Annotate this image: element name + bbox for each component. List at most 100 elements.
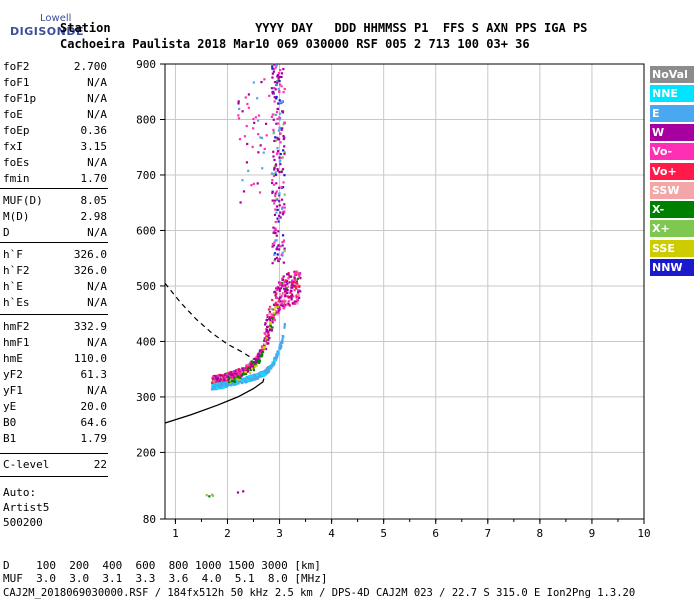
echo-point xyxy=(282,135,285,138)
echo-point xyxy=(242,366,245,370)
param-row-14: h`Es N/A xyxy=(3,296,107,312)
legend-item-e: E xyxy=(650,104,694,122)
echo-point xyxy=(276,122,280,125)
echo-point xyxy=(263,371,266,374)
param-name: foF1p xyxy=(3,92,37,105)
y-tick-label: 800 xyxy=(136,113,156,126)
echo-point xyxy=(289,289,292,292)
y-tick-labels: 80 200 300 400 500 600 700 800 900 xyxy=(136,58,156,526)
echo-point xyxy=(277,230,280,233)
echo-point xyxy=(233,380,236,383)
echo-point xyxy=(282,306,285,310)
echo-point xyxy=(274,88,277,91)
param-row-11: h`F 326.0 xyxy=(3,248,107,264)
echo-point xyxy=(278,170,281,174)
echo-point xyxy=(211,494,215,497)
echo-point xyxy=(227,379,230,382)
auto-label: Auto: xyxy=(3,486,37,499)
echo-point xyxy=(298,296,301,299)
echo-point xyxy=(277,244,280,247)
echo-point xyxy=(280,185,283,189)
echo-point xyxy=(274,231,277,235)
echo-point xyxy=(280,207,284,211)
echo-point xyxy=(278,83,282,86)
echo-point xyxy=(240,381,244,385)
echo-point xyxy=(281,278,284,282)
echo-point xyxy=(244,372,248,376)
echo-point xyxy=(294,285,297,289)
param-value: N/A xyxy=(87,156,107,169)
echo-point xyxy=(262,374,266,377)
echo-point xyxy=(268,336,271,340)
echo-point xyxy=(219,383,223,387)
echo-point xyxy=(264,372,267,375)
echo-point xyxy=(295,280,298,283)
echo-point xyxy=(270,308,273,311)
echo-point xyxy=(281,284,284,287)
echo-point xyxy=(278,281,282,285)
echo-point xyxy=(241,110,244,113)
echo-point xyxy=(270,115,273,118)
x-tick-label: 9 xyxy=(589,527,596,540)
echo-point xyxy=(265,134,268,137)
echo-point xyxy=(271,262,274,265)
echo-point xyxy=(278,127,281,130)
echo-point xyxy=(271,65,274,68)
echo-point xyxy=(278,200,281,203)
echo-point xyxy=(283,210,286,213)
echo-point xyxy=(276,107,280,110)
echo-point xyxy=(272,231,275,234)
echo-point xyxy=(240,368,243,371)
echo-point xyxy=(280,128,283,131)
param-name: fxI xyxy=(3,140,23,153)
echo-point xyxy=(244,371,247,374)
echo-point xyxy=(265,335,268,338)
echo-point xyxy=(224,372,227,376)
echo-point xyxy=(266,335,269,339)
echo-point xyxy=(252,365,255,368)
echo-point xyxy=(249,371,252,375)
echo-point xyxy=(274,258,277,261)
echo-point xyxy=(283,322,286,326)
x-tick-label: 8 xyxy=(537,527,544,540)
echo-point xyxy=(250,360,253,363)
echo-point xyxy=(268,329,272,332)
param-row-21: B0 64.6 xyxy=(3,416,107,432)
param-value: N/A xyxy=(87,336,107,349)
echo-point xyxy=(275,353,278,356)
echo-point xyxy=(223,373,226,377)
echo-point xyxy=(275,211,278,214)
echo-point xyxy=(277,77,280,80)
echo-point xyxy=(263,339,266,342)
echo-point xyxy=(218,374,221,377)
echo-point xyxy=(290,294,293,298)
echo-point xyxy=(283,122,286,125)
y-tick-label: 900 xyxy=(136,58,156,71)
echo-point xyxy=(276,73,280,77)
echo-point xyxy=(251,145,254,149)
echo-point xyxy=(254,376,257,379)
echo-point xyxy=(283,280,286,284)
echo-point xyxy=(256,182,259,185)
param-value: N/A xyxy=(87,108,107,121)
echo-point xyxy=(281,206,284,209)
echo-point xyxy=(286,282,289,285)
echo-point xyxy=(241,379,244,382)
echo-point xyxy=(280,85,283,88)
y-tick-label: 80 xyxy=(143,513,156,526)
legend-item-ssw: SSW xyxy=(650,181,694,199)
param-row-15: hmF2 332.9 xyxy=(3,320,107,336)
echo-point xyxy=(268,367,271,370)
echo-point xyxy=(267,332,270,335)
echo-point xyxy=(241,367,244,370)
echo-point xyxy=(278,160,281,163)
echo-point xyxy=(224,375,227,379)
echo-point xyxy=(272,70,275,73)
echo-point xyxy=(272,183,276,186)
echo-point xyxy=(271,199,274,202)
echo-point xyxy=(265,329,269,332)
echo-point xyxy=(291,302,295,305)
echo-point xyxy=(277,258,280,261)
echo-point xyxy=(251,362,254,365)
x-tick-label: 6 xyxy=(432,527,439,540)
